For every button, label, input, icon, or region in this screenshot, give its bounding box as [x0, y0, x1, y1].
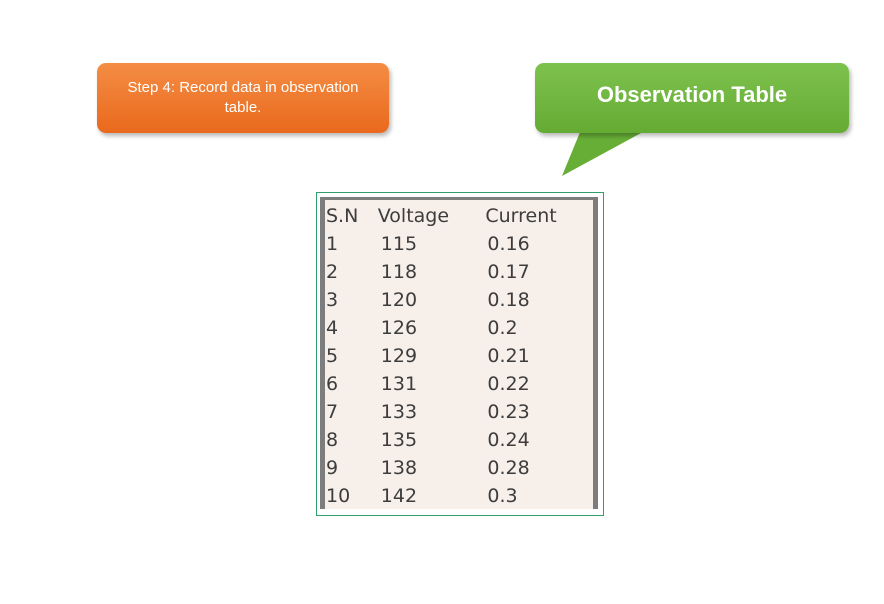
cell-sn: 5: [326, 345, 339, 367]
cell-current: 0.16: [487, 233, 530, 255]
cell-sn: 7: [326, 401, 339, 423]
table-row: 3 120 0.18: [326, 286, 593, 314]
cell-sn: 6: [326, 373, 339, 395]
cell-voltage: 118: [380, 261, 418, 283]
cell-current: 0.17: [487, 261, 530, 283]
cell-sn: 8: [326, 429, 339, 451]
cell-current: 0.23: [487, 401, 530, 423]
cell-current: 0.3: [487, 485, 518, 507]
cell-current: 0.28: [487, 457, 530, 479]
table-row: 1 115 0.16: [326, 230, 593, 258]
cell-voltage: 138: [380, 457, 418, 479]
cell-current: 0.18: [487, 289, 530, 311]
observation-table-callout: Observation Table: [535, 63, 849, 133]
step-instruction-text: Step 4: Record data in observation table…: [127, 79, 359, 116]
table-row: 9 138 0.28: [326, 454, 593, 482]
step-instruction-box: Step 4: Record data in observation table…: [97, 63, 389, 133]
column-header-current: Current: [485, 205, 557, 227]
cell-voltage: 126: [380, 317, 418, 339]
cell-current: 0.21: [487, 345, 530, 367]
cell-current: 0.24: [487, 429, 530, 451]
observation-table: S.N Voltage Current 1 115 0.16 2 118 0.1…: [326, 202, 593, 510]
column-header-voltage: Voltage: [377, 205, 450, 227]
cell-voltage: 135: [380, 429, 418, 451]
cell-sn: 1: [326, 233, 339, 255]
table-header-row: S.N Voltage Current: [326, 202, 593, 230]
cell-voltage: 120: [380, 289, 418, 311]
cell-current: 0.22: [487, 373, 530, 395]
column-header-sn: S.N: [326, 205, 359, 227]
cell-sn: 3: [326, 289, 339, 311]
table-row: 5 129 0.21: [326, 342, 593, 370]
observation-table-panel: S.N Voltage Current 1 115 0.16 2 118 0.1…: [320, 197, 598, 509]
table-row: 6 131 0.22: [326, 370, 593, 398]
observation-table-image: S.N Voltage Current 1 115 0.16 2 118 0.1…: [316, 192, 604, 516]
cell-sn: 10: [326, 485, 351, 507]
table-row: 2 118 0.17: [326, 258, 593, 286]
callout-pointer: [562, 120, 665, 176]
table-row: 10 142 0.3: [326, 482, 593, 510]
cell-sn: 2: [326, 261, 339, 283]
cell-sn: 9: [326, 457, 339, 479]
table-row: 7 133 0.23: [326, 398, 593, 426]
table-row: 8 135 0.24: [326, 426, 593, 454]
cell-sn: 4: [326, 317, 339, 339]
cell-voltage: 129: [380, 345, 418, 367]
cell-voltage: 131: [380, 373, 418, 395]
cell-voltage: 133: [380, 401, 418, 423]
cell-current: 0.2: [487, 317, 518, 339]
cell-voltage: 142: [380, 485, 418, 507]
table-row: 4 126 0.2: [326, 314, 593, 342]
callout-title: Observation Table: [596, 82, 788, 107]
cell-voltage: 115: [380, 233, 418, 255]
